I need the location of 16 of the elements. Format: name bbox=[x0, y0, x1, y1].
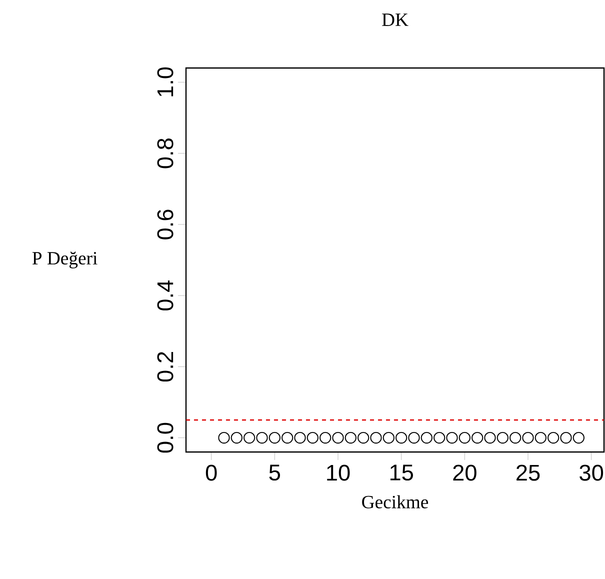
y-tick-label: 1.0 bbox=[157, 67, 174, 96]
y-tick-label: 0.8 bbox=[157, 138, 174, 168]
y-tick-label: 0.2 bbox=[157, 352, 174, 382]
x-tick-label: 15 bbox=[390, 464, 413, 481]
y-tick-label: 0.0 bbox=[157, 422, 174, 453]
chart-title: DK bbox=[382, 14, 408, 26]
x-tick-label: 20 bbox=[453, 464, 476, 481]
y-tick-label: 0.4 bbox=[157, 280, 174, 310]
x-tick-label: 0 bbox=[206, 464, 217, 481]
x-tick-label: 25 bbox=[516, 464, 540, 481]
x-axis-title: Gecikme bbox=[362, 495, 428, 508]
y-axis-title: P Değeri bbox=[32, 252, 98, 268]
x-tick-label: 10 bbox=[327, 464, 350, 481]
x-tick-label: 5 bbox=[269, 464, 280, 481]
y-tick-label: 0.6 bbox=[157, 210, 174, 240]
x-tick-label: 30 bbox=[580, 464, 604, 481]
